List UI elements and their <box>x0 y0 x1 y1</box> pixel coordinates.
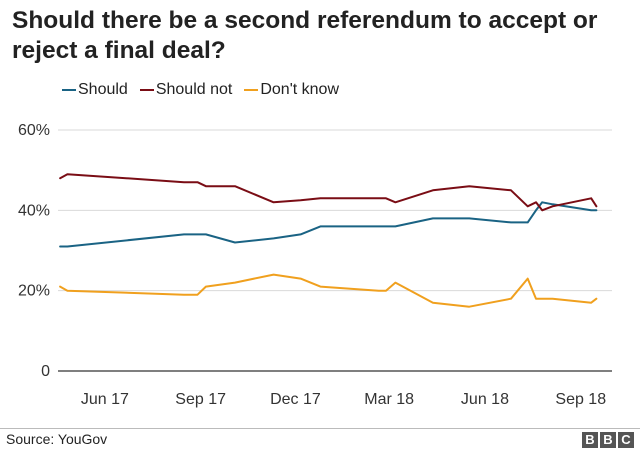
logo-letter: B <box>600 432 616 448</box>
y-tick-label: 60% <box>18 122 50 139</box>
legend-item-dont-know: Don't know <box>244 81 339 99</box>
x-tick-label: Sep 17 <box>175 391 226 408</box>
line-chart: 0 20% 40% 60% Jun 17 Sep 17 Dec 17 Mar 18 Jun 18… <box>18 122 612 408</box>
legend-item-should: Should <box>62 81 128 99</box>
x-tick-label: Jun 17 <box>81 391 129 408</box>
footer: Source: YouGov B B C <box>0 428 640 451</box>
legend-label-dont-know: Don't know <box>260 81 339 98</box>
legend-swatch-should <box>62 89 76 91</box>
x-tick-label: Sep 18 <box>555 391 606 408</box>
x-tick-label: Mar 18 <box>364 391 414 408</box>
logo-letter: B <box>582 432 598 448</box>
y-tick-label: 0 <box>41 363 50 380</box>
legend-label-should: Should <box>78 81 128 98</box>
legend-label-should-not: Should not <box>155 81 233 98</box>
x-tick-label: Jun 18 <box>461 391 509 408</box>
chart-title: Should there be a second referendum to a… <box>12 7 598 64</box>
series-line-don-t-know <box>59 273 598 308</box>
y-tick-label: 20% <box>18 283 50 300</box>
source-note: Source: YouGov <box>6 431 108 447</box>
logo-letter: C <box>618 432 634 448</box>
legend-item-should-not: Should not <box>139 81 233 99</box>
y-tick-label: 40% <box>18 202 50 219</box>
series-line-should-not <box>59 173 598 212</box>
legend: Should Should not Don't know <box>62 80 351 100</box>
legend-swatch-dont-know <box>244 89 259 91</box>
series-line-should <box>59 201 598 248</box>
legend-swatch-should-not <box>139 89 154 91</box>
bbc-logo: B B C <box>580 432 634 448</box>
x-tick-label: Dec 17 <box>270 391 321 408</box>
